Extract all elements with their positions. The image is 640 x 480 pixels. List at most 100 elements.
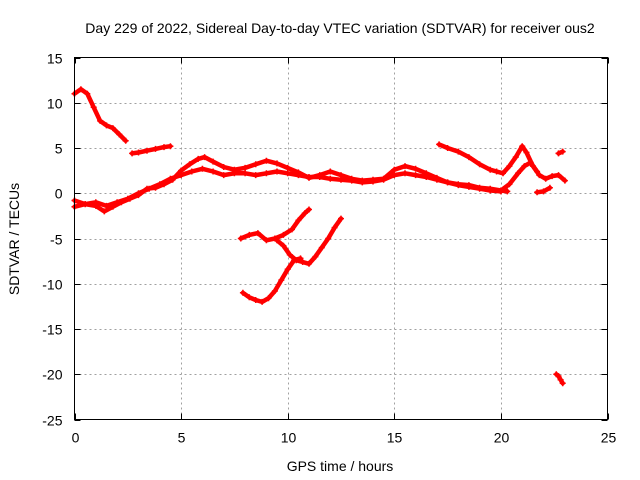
- data-point: [84, 90, 91, 97]
- data-point: [423, 174, 430, 180]
- data-point: [124, 195, 131, 202]
- data-point: [144, 147, 150, 154]
- data-point: [534, 189, 541, 196]
- data-point: [90, 104, 97, 111]
- data-point: [286, 251, 293, 258]
- data-point: [391, 166, 398, 173]
- series-trace: [238, 207, 312, 243]
- data-point: [549, 173, 556, 180]
- data-point: [306, 260, 312, 267]
- data-point: [497, 187, 504, 194]
- data-point: [274, 160, 280, 167]
- data-point: [455, 181, 462, 188]
- data-point: [274, 168, 280, 175]
- series-trace: [72, 86, 128, 144]
- chart-title: Day 229 of 2022, Sidereal Day-to-day VTE…: [85, 20, 595, 36]
- data-point: [557, 376, 564, 383]
- ticks: 0 5 10 15 20 25 -25 -20 -15 -10 -5 0 5 10 15: [42, 51, 616, 446]
- data-point: [542, 175, 549, 182]
- data-point: [444, 179, 451, 186]
- data-point: [195, 155, 202, 162]
- data-point: [487, 185, 494, 192]
- data-point: [129, 150, 136, 157]
- data-point: [263, 237, 270, 244]
- data-point: [359, 179, 366, 186]
- data-point: [540, 188, 547, 195]
- series-trace: [72, 166, 510, 210]
- data-point: [220, 172, 227, 179]
- data-point: [252, 161, 259, 168]
- series-arc-11: [555, 148, 566, 157]
- data-point: [284, 164, 291, 171]
- data-point: [201, 154, 208, 161]
- y-tick-label: 0: [55, 186, 63, 202]
- data-points: [71, 86, 568, 387]
- data-point: [546, 184, 553, 191]
- plot-frame: [74, 57, 608, 420]
- data-point: [559, 148, 566, 155]
- data-point: [161, 144, 167, 151]
- data-point: [146, 185, 153, 192]
- data-point: [327, 168, 334, 175]
- data-point: [116, 131, 123, 138]
- data-point: [391, 172, 398, 179]
- series-trace: [274, 216, 344, 267]
- series-arc-6: [274, 215, 344, 267]
- data-point: [338, 215, 344, 222]
- x-tick-label: 0: [72, 430, 80, 446]
- x-tick-label: 10: [281, 430, 297, 446]
- data-point: [280, 242, 287, 249]
- data-point: [555, 150, 562, 157]
- data-point: [284, 170, 291, 177]
- y-tick-label: -15: [42, 322, 62, 338]
- data-point: [210, 158, 217, 165]
- data-point: [231, 170, 238, 177]
- data-point: [455, 148, 462, 155]
- data-point: [259, 298, 266, 305]
- x-tick-label: 15: [387, 430, 403, 446]
- series-trace: [554, 372, 565, 386]
- data-point: [402, 163, 408, 170]
- series-trace: [498, 160, 540, 193]
- data-point: [220, 164, 227, 170]
- data-point: [156, 181, 163, 188]
- data-point: [487, 166, 494, 173]
- data-point: [316, 174, 323, 180]
- data-point: [246, 294, 253, 301]
- data-point: [476, 184, 483, 191]
- data-point: [167, 143, 174, 150]
- y-tick-label: -10: [42, 277, 62, 293]
- data-point: [527, 159, 534, 166]
- data-point: [559, 380, 566, 387]
- y-axis-label: SDTVAR / TECUs: [6, 183, 22, 295]
- data-point: [512, 154, 519, 161]
- y-tick-label: 15: [47, 51, 63, 67]
- data-point: [380, 176, 387, 183]
- data-point: [519, 143, 526, 150]
- data-point: [295, 217, 302, 224]
- data-point: [265, 295, 272, 302]
- data-point: [77, 86, 84, 93]
- data-point: [327, 175, 334, 182]
- data-point: [188, 168, 195, 175]
- data-point: [237, 235, 244, 242]
- data-point: [318, 244, 325, 251]
- data-point: [348, 177, 355, 184]
- series-trace: [240, 256, 303, 305]
- y-tick-label: -25: [42, 413, 62, 429]
- data-point: [412, 172, 419, 179]
- x-axis-label: GPS time / hours: [287, 458, 394, 474]
- data-point: [295, 172, 302, 179]
- data-point: [476, 161, 483, 168]
- data-point: [402, 170, 408, 177]
- y-tick-label: 5: [55, 141, 63, 157]
- series-arc-1: [71, 86, 129, 144]
- data-point: [493, 168, 500, 175]
- data-point: [433, 176, 440, 183]
- data-point: [252, 172, 259, 179]
- series-arc-10: [534, 184, 553, 196]
- data-point: [122, 137, 129, 144]
- data-point: [325, 235, 332, 242]
- data-point: [561, 177, 568, 184]
